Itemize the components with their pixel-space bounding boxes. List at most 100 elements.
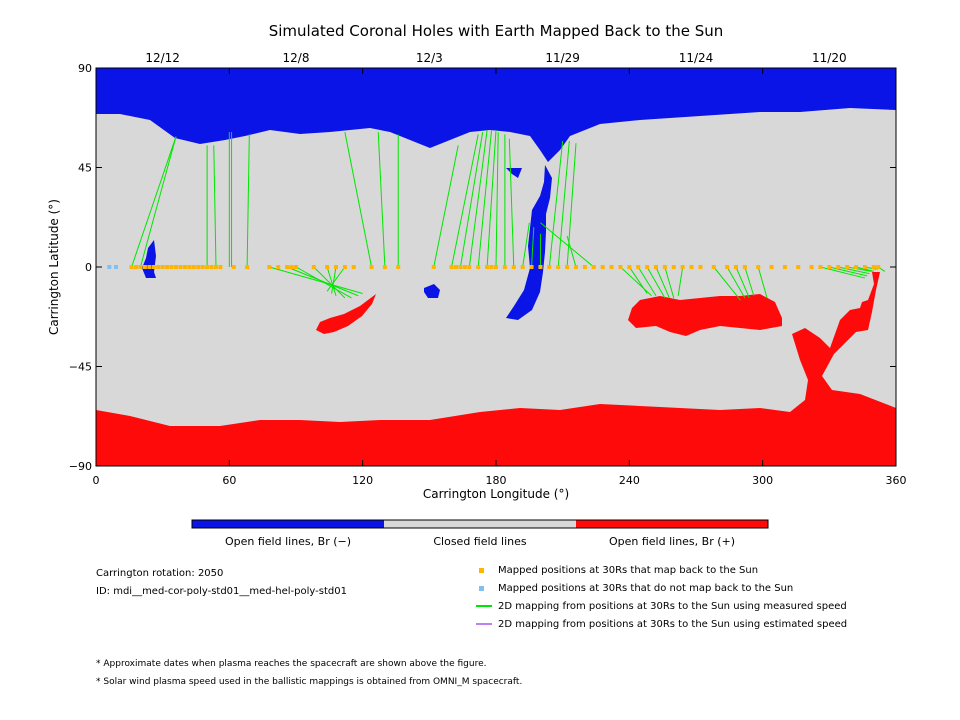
mapped-point: [556, 265, 561, 269]
x-tick-label: 300: [752, 474, 773, 487]
mapped-point: [334, 265, 338, 269]
mapped-point: [245, 265, 250, 269]
field-line: [295, 266, 352, 299]
mapped-point: [782, 265, 787, 269]
colorbar-label: Open field lines, Br (−): [225, 535, 351, 548]
mapped-point: [351, 265, 356, 269]
mapped-point: [187, 265, 192, 269]
field-line: [246, 134, 250, 268]
mapped-point: [818, 265, 823, 269]
legend-label: 2D mapping from positions at 30Rs to the…: [498, 601, 847, 612]
legend-label: Mapped positions at 30Rs that map back t…: [498, 565, 758, 576]
mapped-point: [711, 265, 716, 269]
field-line: [637, 266, 657, 297]
north-polar-hole: [96, 68, 896, 162]
mapped-point: [431, 265, 436, 269]
mapped-point: [191, 265, 196, 269]
mapped-point: [494, 265, 498, 269]
mapped-point: [151, 265, 156, 269]
mapped-point: [129, 265, 134, 269]
mapped-point: [218, 265, 223, 269]
mapped-point: [689, 265, 694, 269]
field-line: [646, 266, 666, 299]
field-line: [744, 266, 755, 296]
mapped-point: [467, 265, 472, 269]
mapped-point: [662, 265, 667, 269]
unmapped-point: [107, 265, 112, 269]
mapped-point: [574, 265, 578, 269]
mapped-point: [382, 265, 387, 269]
field-line: [313, 266, 346, 299]
legend-swatch: [479, 568, 484, 573]
mapped-point: [200, 265, 205, 269]
field-line: [655, 266, 670, 299]
field-line: [213, 145, 217, 268]
mapped-point: [289, 265, 294, 269]
note-2: * Solar wind plasma speed used in the ba…: [96, 677, 522, 687]
mapped-point: [485, 265, 490, 269]
mapped-point: [862, 265, 867, 269]
field-line: [855, 266, 874, 272]
mapped-point: [165, 265, 170, 269]
small-hole-negative-3: [424, 284, 440, 298]
y-tick-label: −90: [69, 460, 92, 473]
mapped-point: [654, 265, 658, 269]
field-line: [522, 222, 530, 268]
x-axis-label: Carrington Longitude (°): [423, 487, 569, 501]
y-axis-label: Carrington Latitude (°): [47, 199, 61, 335]
mapped-point: [276, 265, 281, 269]
mapped-point: [454, 265, 458, 269]
mapped-point: [156, 265, 161, 269]
field-line: [726, 266, 746, 299]
field-line: [628, 266, 648, 294]
field-line: [331, 266, 337, 294]
y-tick-label: 0: [85, 261, 92, 274]
colorbar-segment: [192, 520, 384, 528]
mapped-point: [342, 265, 347, 269]
field-line: [713, 266, 741, 301]
x-axis: 0 60 120 180 240 300 360: [93, 68, 907, 487]
field-line: [540, 222, 595, 268]
x-tick-label: 180: [486, 474, 507, 487]
equatorial-hole-positive-1: [316, 294, 376, 334]
field-line: [620, 266, 652, 297]
mapped-point: [871, 265, 876, 269]
mapped-point: [609, 265, 614, 269]
mapped-point: [214, 265, 218, 269]
field-line: [847, 266, 872, 272]
x-tick-label: 240: [619, 474, 640, 487]
colorbar-frame: [191, 519, 769, 529]
mapped-point: [627, 265, 632, 269]
equatorial-hole-positive-2: [628, 294, 782, 336]
mapped-point: [196, 265, 201, 269]
x-tick-label: 120: [352, 474, 373, 487]
mapped-point: [618, 265, 623, 269]
field-lines: [131, 129, 886, 301]
colorbar: Open field lines, Br (−) Closed field lin…: [191, 519, 769, 548]
mapped-point: [231, 265, 236, 269]
mapped-point: [796, 265, 801, 269]
mapped-point: [854, 265, 858, 269]
mapped-point: [169, 265, 174, 269]
mapped-point: [725, 265, 730, 269]
mapped-point: [565, 265, 570, 269]
mapped-point: [827, 265, 832, 269]
mapped-point: [142, 265, 147, 269]
legend: Mapped positions at 30Rs that map back t…: [476, 565, 847, 630]
field-line: [495, 132, 499, 268]
mapped-point: [529, 265, 534, 269]
field-line: [377, 132, 386, 268]
field-line: [508, 138, 515, 268]
field-line: [757, 266, 768, 299]
mapped-point: [698, 265, 703, 269]
field-line: [344, 132, 373, 268]
y-tick-label: −45: [69, 361, 92, 374]
mapped-point: [502, 265, 507, 269]
field-line: [531, 227, 535, 268]
mapped-point: [809, 265, 814, 269]
mapped-point: [836, 265, 841, 269]
legend-swatch: [479, 586, 484, 591]
y-tick-label: 45: [78, 162, 92, 175]
mapped-point: [325, 265, 330, 269]
